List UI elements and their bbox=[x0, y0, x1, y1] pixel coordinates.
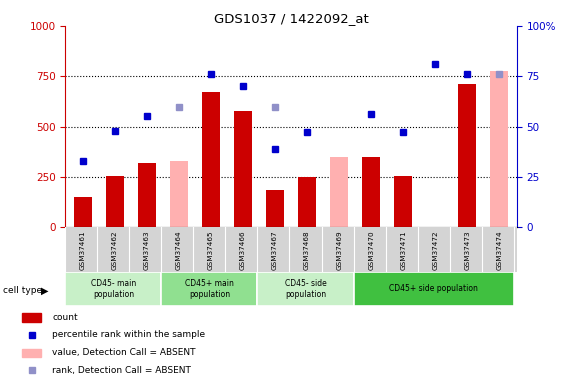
Text: value, Detection Call = ABSENT: value, Detection Call = ABSENT bbox=[52, 348, 196, 357]
Text: count: count bbox=[52, 313, 78, 322]
Text: CD45- side
population: CD45- side population bbox=[285, 279, 327, 299]
Text: GSM37464: GSM37464 bbox=[176, 231, 182, 270]
Bar bbox=[266, 190, 284, 227]
Bar bbox=[202, 93, 220, 227]
Bar bbox=[257, 272, 353, 306]
Bar bbox=[65, 272, 161, 306]
Text: GSM37469: GSM37469 bbox=[336, 231, 342, 270]
Text: ▶: ▶ bbox=[41, 286, 48, 296]
Text: percentile rank within the sample: percentile rank within the sample bbox=[52, 330, 206, 339]
Bar bbox=[170, 160, 188, 227]
Text: GSM37471: GSM37471 bbox=[400, 231, 406, 270]
Text: rank, Detection Call = ABSENT: rank, Detection Call = ABSENT bbox=[52, 366, 191, 375]
Text: cell type: cell type bbox=[3, 286, 42, 295]
Bar bbox=[458, 84, 476, 227]
Bar bbox=[490, 71, 508, 227]
Bar bbox=[362, 157, 380, 227]
Text: GSM37470: GSM37470 bbox=[368, 231, 374, 270]
Bar bbox=[138, 163, 156, 227]
Text: GSM37474: GSM37474 bbox=[496, 231, 502, 270]
Bar bbox=[74, 197, 92, 227]
Text: GSM37472: GSM37472 bbox=[432, 231, 438, 270]
Bar bbox=[22, 349, 41, 357]
Bar bbox=[106, 176, 124, 227]
Bar bbox=[22, 314, 41, 322]
Text: CD45- main
population: CD45- main population bbox=[91, 279, 136, 299]
Bar bbox=[394, 176, 412, 227]
Text: GSM37463: GSM37463 bbox=[144, 231, 150, 270]
Text: GSM37461: GSM37461 bbox=[80, 231, 86, 270]
Text: GSM37462: GSM37462 bbox=[112, 231, 118, 270]
Text: GSM37466: GSM37466 bbox=[240, 231, 246, 270]
Bar bbox=[298, 177, 316, 227]
Text: GSM37468: GSM37468 bbox=[304, 231, 310, 270]
Bar bbox=[234, 111, 252, 227]
Bar bbox=[331, 157, 348, 227]
Text: CD45+ side population: CD45+ side population bbox=[389, 284, 478, 293]
Bar bbox=[161, 272, 257, 306]
Text: GSM37465: GSM37465 bbox=[208, 231, 214, 270]
Title: GDS1037 / 1422092_at: GDS1037 / 1422092_at bbox=[214, 12, 369, 25]
Bar bbox=[353, 272, 513, 306]
Text: GSM37473: GSM37473 bbox=[464, 231, 470, 270]
Text: CD45+ main
population: CD45+ main population bbox=[185, 279, 234, 299]
Text: GSM37467: GSM37467 bbox=[272, 231, 278, 270]
